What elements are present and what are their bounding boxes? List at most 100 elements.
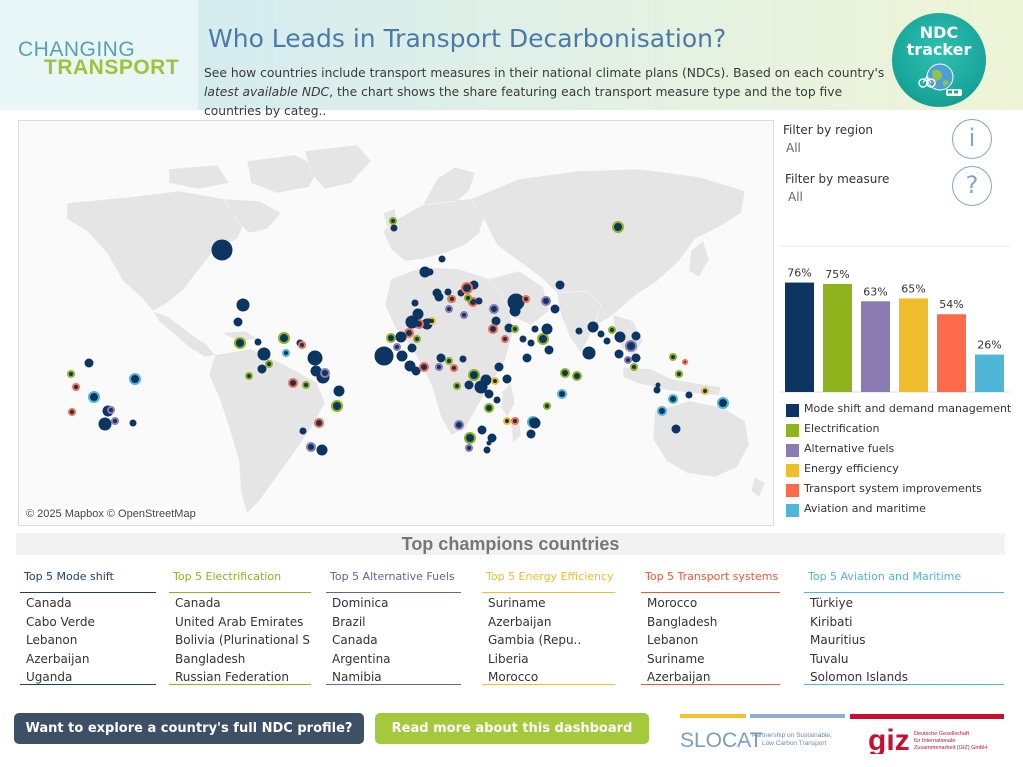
country-marker[interactable] [460, 311, 468, 319]
country-marker[interactable] [491, 316, 501, 326]
country-marker[interactable] [448, 295, 456, 303]
country-marker[interactable] [459, 355, 467, 363]
country-marker[interactable] [555, 280, 565, 290]
champion-country[interactable]: Türkiye [810, 596, 853, 610]
map-attribution[interactable]: © 2025 Mapbox © OpenStreetMap [23, 507, 199, 521]
country-marker[interactable] [67, 370, 75, 378]
country-marker[interactable] [531, 325, 539, 333]
champion-country[interactable]: Suriname [488, 596, 546, 610]
country-marker[interactable] [464, 432, 476, 444]
country-marker[interactable] [527, 339, 535, 347]
country-marker[interactable] [98, 417, 112, 431]
country-marker[interactable] [682, 359, 688, 365]
country-marker[interactable] [257, 347, 271, 361]
country-marker[interactable] [257, 364, 267, 374]
country-marker[interactable] [701, 387, 709, 395]
bar-4[interactable] [899, 298, 928, 392]
country-marker[interactable] [493, 396, 501, 404]
country-marker[interactable] [653, 386, 661, 394]
bar-5[interactable] [937, 314, 966, 392]
champion-country[interactable]: United Arab Emirates [175, 614, 304, 629]
country-marker[interactable] [537, 333, 549, 345]
country-marker[interactable] [464, 380, 474, 390]
champion-country[interactable]: Gambia (Repu.. [488, 633, 582, 647]
champion-country[interactable]: Solomon Islands [810, 670, 909, 684]
country-marker[interactable] [302, 381, 310, 389]
country-marker[interactable] [624, 356, 632, 364]
country-marker[interactable] [426, 318, 432, 324]
country-marker[interactable] [614, 349, 624, 359]
country-marker[interactable] [445, 305, 453, 313]
info-icon[interactable]: i [952, 119, 992, 159]
bar-3[interactable] [861, 301, 890, 392]
champion-country[interactable]: Bangladesh [647, 614, 718, 629]
champion-country[interactable]: Tuvalu [810, 651, 849, 666]
champion-country[interactable]: Canada [332, 633, 378, 647]
country-marker[interactable] [288, 378, 298, 388]
country-marker[interactable] [211, 239, 233, 261]
country-marker[interactable] [503, 417, 511, 425]
country-marker[interactable] [411, 299, 419, 307]
country-marker[interactable] [389, 217, 397, 225]
country-marker[interactable] [320, 368, 330, 378]
country-marker[interactable] [413, 335, 421, 343]
country-marker[interactable] [717, 397, 729, 409]
country-marker[interactable] [494, 362, 504, 372]
country-marker[interactable] [572, 371, 582, 381]
country-marker[interactable] [278, 332, 290, 344]
country-marker[interactable] [685, 391, 693, 399]
country-marker[interactable] [129, 373, 141, 385]
country-marker[interactable] [575, 327, 583, 335]
champion-country[interactable]: Bangladesh [175, 651, 246, 666]
country-marker[interactable] [675, 370, 683, 378]
world-map-canvas[interactable] [19, 121, 774, 526]
country-marker[interactable] [491, 377, 499, 385]
country-marker[interactable] [657, 406, 667, 416]
country-marker[interactable] [511, 417, 519, 425]
country-marker[interactable] [306, 442, 316, 452]
country-marker[interactable] [444, 288, 452, 296]
bar-1[interactable] [785, 282, 814, 392]
country-marker[interactable] [450, 364, 458, 372]
country-marker[interactable] [582, 346, 596, 360]
country-marker[interactable] [631, 353, 641, 363]
help-icon[interactable]: ? [952, 166, 992, 206]
explore-country-button[interactable]: Want to explore a country's full NDC pro… [14, 713, 364, 744]
country-marker[interactable] [587, 321, 599, 333]
country-marker[interactable] [630, 363, 638, 371]
country-marker[interactable] [316, 444, 328, 456]
bar-6[interactable] [975, 354, 1004, 392]
country-marker[interactable] [484, 389, 494, 399]
champion-country[interactable]: Canada [175, 596, 221, 610]
champion-country[interactable]: Uganda [26, 670, 73, 684]
country-marker[interactable] [438, 255, 446, 263]
country-marker[interactable] [68, 408, 76, 416]
champion-country[interactable]: Canada [26, 596, 72, 610]
country-marker[interactable] [107, 406, 115, 414]
country-marker[interactable] [88, 391, 100, 403]
read-more-button[interactable]: Read more about this dashboard [375, 713, 649, 744]
country-marker[interactable] [468, 369, 480, 381]
country-marker[interactable] [299, 427, 307, 435]
country-marker[interactable] [484, 403, 494, 413]
champion-country[interactable]: Morocco [647, 596, 698, 610]
country-marker[interactable] [111, 417, 119, 425]
country-marker[interactable] [390, 224, 398, 232]
country-marker[interactable] [614, 331, 626, 343]
country-marker[interactable] [396, 350, 408, 362]
country-marker[interactable] [419, 362, 429, 372]
country-marker[interactable] [445, 357, 453, 365]
champion-country[interactable]: Lebanon [647, 633, 699, 647]
country-marker[interactable] [509, 305, 521, 317]
country-marker[interactable] [543, 402, 551, 410]
world-map[interactable]: © 2025 Mapbox © OpenStreetMap [18, 120, 774, 526]
country-marker[interactable] [475, 297, 483, 305]
country-marker[interactable] [234, 337, 246, 349]
country-marker[interactable] [519, 335, 527, 343]
country-marker[interactable] [501, 335, 509, 343]
country-marker[interactable] [597, 330, 605, 338]
country-marker[interactable] [453, 382, 461, 390]
champion-country[interactable]: Suriname [647, 651, 705, 666]
country-marker[interactable] [522, 295, 530, 303]
country-marker[interactable] [541, 296, 551, 306]
